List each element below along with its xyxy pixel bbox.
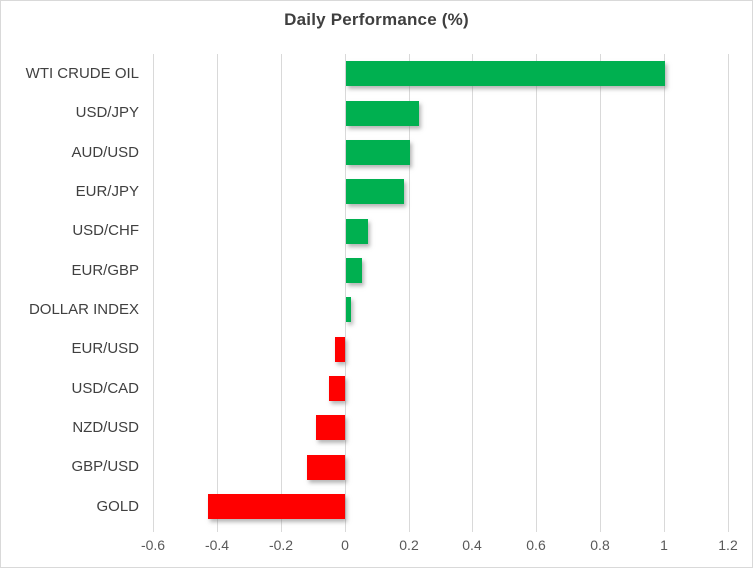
bar-aud-usd [346,140,410,165]
value-axis: -0.6 -0.4 -0.2 0 0.2 0.4 0.6 0.8 1 1.2 [141,537,738,557]
x-axis-label: -0.4 [204,537,230,553]
gridline [536,54,537,526]
category-axis: WTI CRUDE OIL USD/JPY AUD/USD EUR/JPY USD/CH… [1,54,139,526]
axis-tick [472,526,473,532]
bar-gbp-usd [307,455,345,480]
axis-tick [600,526,601,532]
category-label: USD/JPY [75,104,139,121]
bar-gold [208,494,345,519]
category-label: GOLD [96,498,139,515]
x-axis-label: -0.6 [140,537,166,553]
x-axis-label: 0 [341,537,349,553]
category-label: USD/CHF [72,222,139,239]
gridline [664,54,665,526]
category-label: WTI CRUDE OIL [25,65,139,82]
category-label: AUD/USD [71,144,139,161]
bar-usd-chf [346,219,368,244]
category-label: DOLLAR INDEX [28,301,139,318]
bar-eur-usd [335,337,345,362]
x-axis-label: 0.4 [462,537,482,553]
gridline [345,54,346,526]
gridline [281,54,282,526]
plot-area [153,54,729,532]
x-axis-label: -0.2 [268,537,294,553]
bar-usd-cad [329,376,345,401]
category-label: NZD/USD [72,419,139,436]
x-axis-label: 1.2 [718,537,738,553]
axis-tick [345,526,346,532]
category-label: EUR/GBP [71,262,139,279]
axis-tick [153,526,154,532]
bar-nzd-usd [316,415,345,440]
axis-tick [409,526,410,532]
x-axis-label: 0.6 [526,537,546,553]
gridline [409,54,410,526]
gridline [600,54,601,526]
bar-usd-jpy [346,101,419,126]
axis-tick [664,526,665,532]
gridline [728,54,729,526]
category-label: USD/CAD [71,380,139,397]
chart-title: Daily Performance (%) [284,10,469,29]
category-label: EUR/JPY [75,183,139,200]
gridline [472,54,473,526]
bar-eur-jpy [346,179,404,204]
gridline [217,54,218,526]
gridline [153,54,154,526]
axis-tick [728,526,729,532]
category-label: EUR/USD [71,340,139,357]
x-axis-label: 1 [660,537,668,553]
axis-tick [281,526,282,532]
bar-wti-crude-oil [346,61,665,86]
category-label: GBP/USD [71,458,139,475]
x-axis-label: 0.2 [399,537,419,553]
bar-dollar-index [346,297,351,322]
axis-tick [217,526,218,532]
bar-eur-gbp [346,258,362,283]
axis-tick [536,526,537,532]
x-axis-label: 0.8 [590,537,610,553]
